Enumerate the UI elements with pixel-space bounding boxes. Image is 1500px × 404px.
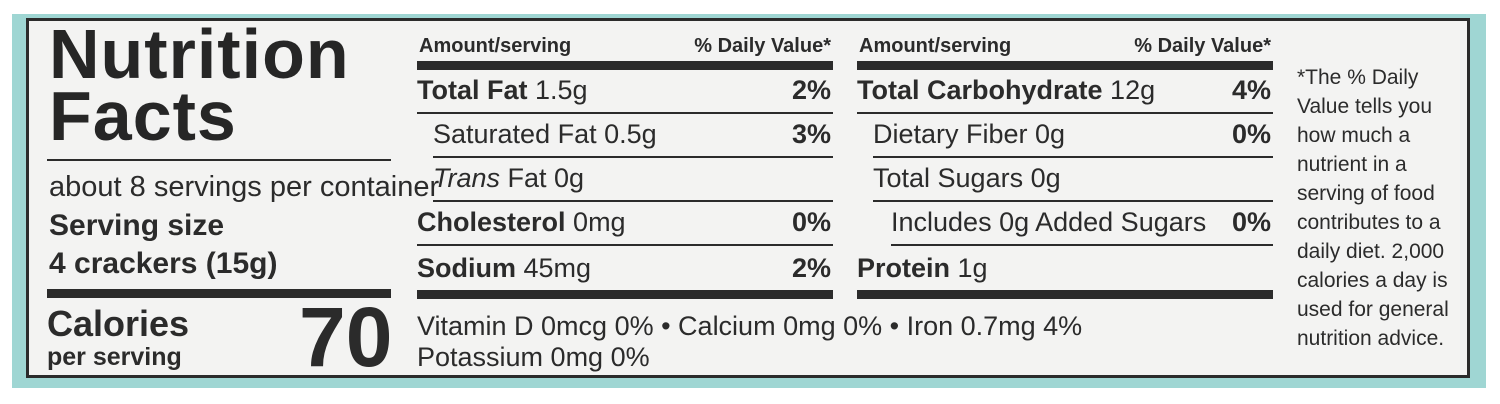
left-header-dv: % Daily Value*	[694, 35, 831, 57]
table-row: Sodium 45mg 2%	[417, 253, 831, 283]
title-divider	[47, 159, 391, 161]
left-header-bar	[417, 61, 833, 70]
vitamins-minerals: Vitamin D 0mcg 0% • Calcium 0mg 0% • Iro…	[417, 311, 1177, 373]
servings-per-container: about 8 servings per container	[49, 171, 440, 203]
title-line-2: Facts	[49, 77, 237, 155]
right-header-dv: % Daily Value*	[1134, 35, 1271, 57]
serving-size-value: 4 crackers (15g)	[49, 247, 278, 280]
table-row: Total Fat 1.5g 2%	[417, 70, 833, 114]
left-header-amount: Amount/serving	[419, 35, 572, 57]
nutrition-facts-label: Nutrition Facts about 8 servings per con…	[26, 15, 1470, 384]
table-row: Trans Fat 0g	[433, 158, 833, 202]
nutrition-facts-title: Nutrition Facts	[49, 15, 350, 155]
right-header-amount: Amount/serving	[859, 35, 1012, 57]
right-nutrient-table: Amount/serving % Daily Value* Total Carb…	[857, 21, 1273, 311]
vitamins-line-2: Potassium 0mg 0%	[417, 342, 650, 372]
calories-per-serving: per serving	[47, 343, 182, 371]
table-row: Dietary Fiber 0g 0%	[873, 114, 1273, 158]
table-row: Saturated Fat 0.5g 3%	[433, 114, 833, 158]
left-bottom-bar	[417, 290, 833, 299]
vitamins-line-1: Vitamin D 0mcg 0% • Calcium 0mg 0% • Iro…	[417, 311, 1083, 341]
right-bottom-bar	[857, 290, 1273, 299]
table-row: Protein 1g	[857, 253, 988, 283]
table-row: Cholesterol 0mg 0%	[417, 202, 833, 246]
title-line-1: Nutrition	[49, 15, 350, 93]
right-header-bar	[857, 61, 1273, 70]
table-row: Total Sugars 0g	[873, 158, 1273, 202]
serving-divider	[47, 289, 391, 298]
serving-size-label: Serving size	[49, 209, 225, 242]
calories-label: Calories	[47, 303, 190, 344]
daily-value-footnote: *The % Daily Value tells you how much a …	[1297, 66, 1449, 350]
table-row: Includes 0g Added Sugars 0%	[891, 202, 1273, 246]
calories-value: 70	[299, 290, 393, 384]
table-row: Total Carbohydrate 12g 4%	[857, 70, 1273, 114]
left-nutrient-table: Amount/serving % Daily Value* Total Fat …	[417, 21, 833, 311]
